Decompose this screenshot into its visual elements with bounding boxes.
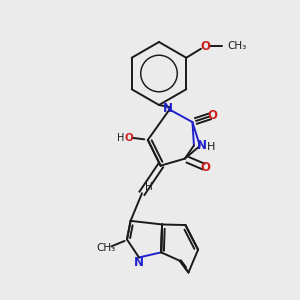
Text: N: N	[163, 101, 173, 115]
Text: O: O	[201, 160, 211, 173]
Text: CH₃: CH₃	[227, 41, 246, 51]
Text: H: H	[207, 142, 215, 152]
Text: N: N	[134, 256, 144, 269]
Text: O: O	[208, 109, 218, 122]
Text: H: H	[116, 133, 124, 142]
Text: O: O	[125, 133, 134, 142]
Text: CH₃: CH₃	[96, 243, 116, 253]
Text: N: N	[197, 139, 207, 152]
Text: H: H	[145, 182, 152, 192]
Text: O: O	[200, 40, 210, 53]
